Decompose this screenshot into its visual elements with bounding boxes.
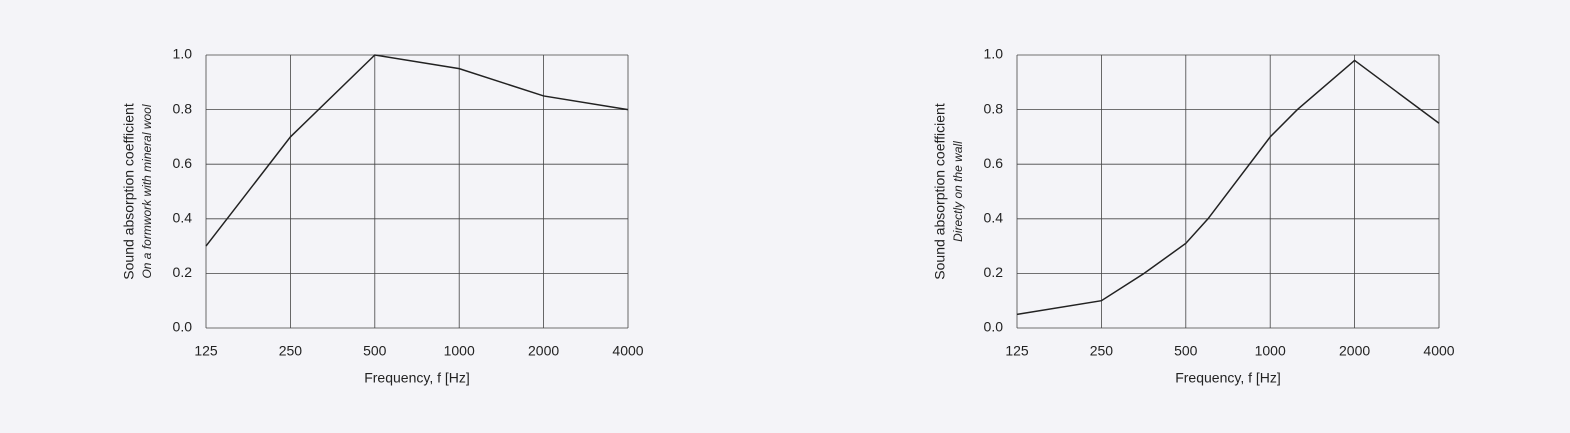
x-tick-label: 125 <box>1005 343 1029 359</box>
y-tick-label: 0.2 <box>173 264 193 280</box>
x-tick-label: 125 <box>194 343 218 359</box>
data-line <box>1016 59 1440 316</box>
x-tick-label: 4000 <box>612 343 643 359</box>
x-tick-label: 2000 <box>1339 343 1370 359</box>
x-axis-label: Frequency, f [Hz] <box>364 370 470 386</box>
y-tick-label: 0.4 <box>173 210 193 226</box>
y-tick-label: 0.2 <box>984 264 1004 280</box>
y-axis-sublabel: On a formwork with mineral wool <box>140 104 154 278</box>
data-line <box>205 54 629 247</box>
y-axis-sublabel: Directly on the wall <box>951 141 965 242</box>
y-tick-label: 1.0 <box>173 46 193 62</box>
y-tick-label: 0.6 <box>173 155 193 171</box>
x-tick-label: 250 <box>1090 343 1114 359</box>
y-axis-label: Sound absorption coefficient <box>121 103 137 280</box>
x-tick-label: 1000 <box>444 343 475 359</box>
x-tick-label: 1000 <box>1255 343 1286 359</box>
x-tick-label: 500 <box>363 343 387 359</box>
y-axis-label: Sound absorption coefficient <box>932 103 948 280</box>
x-tick-label: 250 <box>279 343 303 359</box>
y-tick-label: 0.6 <box>984 155 1004 171</box>
y-tick-label: 0.4 <box>984 210 1004 226</box>
x-axis-label: Frequency, f [Hz] <box>1175 370 1281 386</box>
x-tick-label: 500 <box>1174 343 1198 359</box>
x-tick-label: 2000 <box>528 343 559 359</box>
y-tick-label: 0.0 <box>984 319 1004 335</box>
y-tick-label: 0.8 <box>173 100 193 116</box>
y-tick-label: 1.0 <box>984 46 1004 62</box>
y-tick-label: 0.8 <box>984 100 1004 116</box>
y-tick-label: 0.0 <box>173 319 193 335</box>
x-tick-label: 4000 <box>1423 343 1454 359</box>
